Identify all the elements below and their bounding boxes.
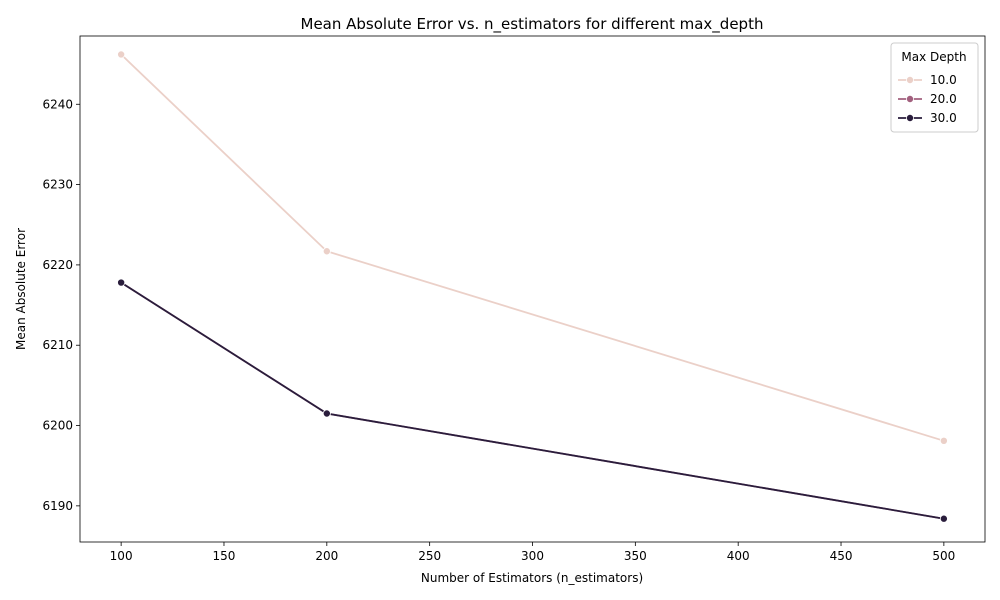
legend-box bbox=[890, 42, 979, 133]
chart-title: Mean Absolute Error vs. n_estimators for… bbox=[301, 15, 764, 34]
x-tick-label: 250 bbox=[418, 549, 441, 563]
series-10.0 bbox=[117, 50, 948, 445]
y-tick-label: 6190 bbox=[42, 499, 73, 513]
legend-swatch-marker bbox=[906, 76, 915, 85]
data-point bbox=[117, 278, 126, 287]
x-tick-label: 150 bbox=[213, 549, 236, 563]
data-point bbox=[939, 436, 948, 445]
series-layer bbox=[117, 50, 948, 523]
x-tick-label: 300 bbox=[521, 549, 544, 563]
y-tick-label: 6230 bbox=[42, 178, 73, 192]
x-tick-label: 200 bbox=[315, 549, 338, 563]
series-line bbox=[120, 53, 945, 442]
plot-area-frame bbox=[79, 35, 986, 543]
y-tick-label: 6210 bbox=[42, 338, 73, 352]
legend: Max Depth 10.0 20.0 30.0 bbox=[890, 42, 979, 133]
data-point bbox=[322, 409, 331, 418]
legend-label: 20.0 bbox=[930, 92, 957, 106]
x-tick-label: 400 bbox=[727, 549, 750, 563]
legend-item: 10.0 bbox=[898, 73, 957, 87]
series-20.0 bbox=[117, 278, 948, 523]
series-30.0 bbox=[117, 278, 948, 523]
legend-swatch-marker bbox=[906, 95, 915, 104]
y-tick-label: 6240 bbox=[42, 97, 73, 111]
series-line bbox=[120, 281, 945, 520]
legend-item: 30.0 bbox=[898, 111, 957, 125]
x-axis-title: Number of Estimators (n_estimators) bbox=[421, 571, 643, 585]
x-tick-label: 500 bbox=[932, 549, 955, 563]
x-tick-label: 450 bbox=[830, 549, 853, 563]
y-tick-label: 6200 bbox=[42, 419, 73, 433]
y-axis-title: Mean Absolute Error bbox=[14, 228, 28, 350]
series-line bbox=[120, 281, 945, 520]
x-axis: 100 150 200 250 300 350 400 450 500 bbox=[110, 542, 955, 563]
y-tick-label: 6220 bbox=[42, 258, 73, 272]
legend-title: Max Depth bbox=[901, 50, 966, 64]
legend-swatch-marker bbox=[906, 114, 915, 123]
legend-label: 10.0 bbox=[930, 73, 957, 87]
x-tick-label: 100 bbox=[110, 549, 133, 563]
x-tick-label: 350 bbox=[624, 549, 647, 563]
data-point bbox=[939, 514, 948, 523]
legend-label: 30.0 bbox=[930, 111, 957, 125]
data-point bbox=[322, 247, 331, 256]
y-axis: 6190 6200 6210 6220 6230 6240 bbox=[42, 97, 80, 513]
legend-item: 20.0 bbox=[898, 92, 957, 106]
data-point bbox=[117, 50, 126, 59]
